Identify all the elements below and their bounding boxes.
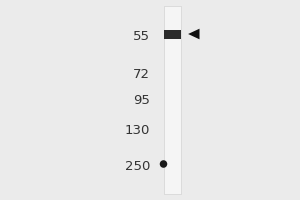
Bar [164, 6, 181, 194]
Bar [164, 29, 181, 38]
Text: 55: 55 [133, 29, 150, 43]
Ellipse shape [160, 160, 167, 168]
Polygon shape [188, 29, 200, 39]
Text: 95: 95 [133, 94, 150, 106]
Text: 130: 130 [124, 123, 150, 136]
Text: 250: 250 [124, 160, 150, 172]
Text: 72: 72 [133, 68, 150, 80]
